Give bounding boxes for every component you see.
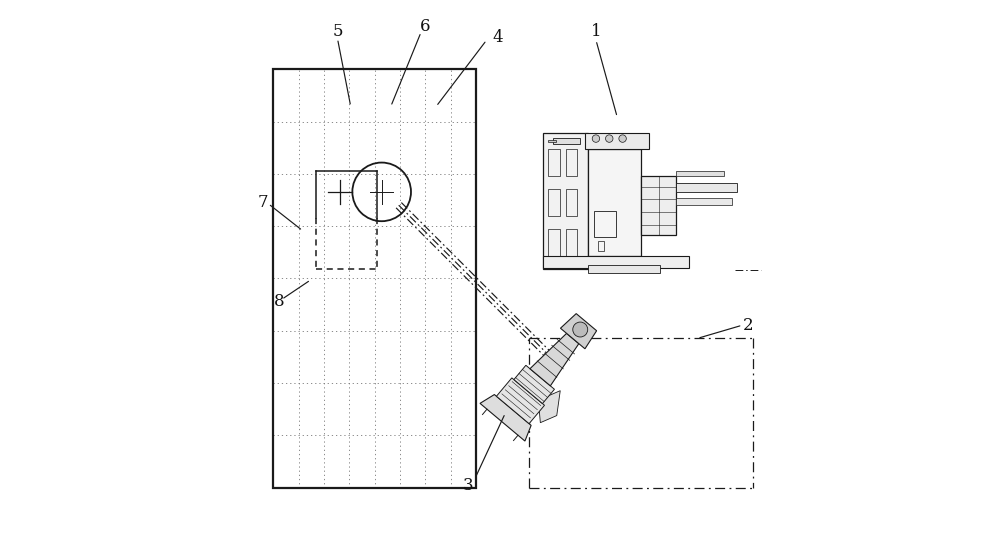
Bar [548,140,556,142]
Circle shape [606,135,613,142]
Bar [553,138,580,144]
Bar [588,149,641,256]
Bar [566,189,577,216]
Text: 4: 4 [492,29,503,46]
Text: 6: 6 [420,18,431,35]
Polygon shape [560,313,597,349]
Polygon shape [530,333,579,386]
Bar [676,198,732,205]
Text: 1: 1 [591,23,601,41]
Polygon shape [538,391,560,423]
Circle shape [592,135,600,142]
Polygon shape [480,394,531,441]
Text: 7: 7 [258,194,268,211]
Bar [566,149,577,176]
Bar [588,265,660,273]
Circle shape [619,135,626,142]
Bar [676,183,737,192]
Text: 2: 2 [743,317,753,334]
Bar [585,133,649,149]
Text: 5: 5 [332,23,343,41]
Bar [548,149,560,176]
Bar [543,133,588,269]
Bar [594,211,616,237]
Bar [543,256,689,268]
Polygon shape [514,365,554,403]
Text: 8: 8 [273,293,284,310]
Bar [598,241,604,251]
Bar [548,229,560,256]
Bar [641,176,676,235]
Bar [548,189,560,216]
Polygon shape [496,378,545,424]
Bar [566,229,577,256]
Circle shape [573,322,588,337]
Bar [676,171,724,176]
Text: 3: 3 [463,477,473,494]
